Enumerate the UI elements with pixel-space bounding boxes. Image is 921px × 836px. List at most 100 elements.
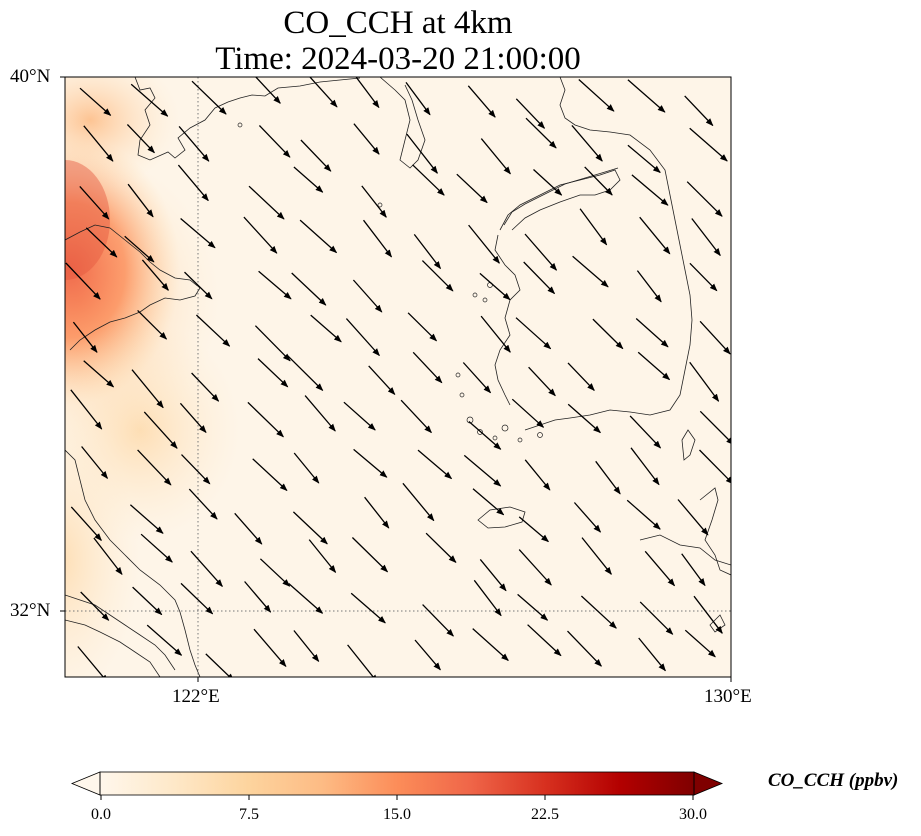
wind-arrow (595, 460, 621, 495)
wind-arrow (299, 219, 338, 254)
wind-arrow (684, 95, 714, 127)
wind-arrow (293, 452, 320, 484)
wind-arrow (515, 98, 546, 129)
wind-arrow (292, 511, 328, 545)
wind-arrow (184, 271, 213, 300)
wind-vectors (65, 77, 731, 677)
wind-arrow (644, 550, 676, 587)
wind-arrow (141, 259, 169, 291)
wind-arrow (65, 262, 101, 300)
concentration-field (65, 77, 731, 677)
wind-arrow (580, 595, 617, 629)
wind-arrow (472, 488, 505, 516)
wind-arrow (143, 411, 178, 449)
wind-arrow (480, 138, 511, 175)
map-title-line2: Time: 2024-03-20 21:00:00 (215, 41, 581, 77)
wind-arrow (126, 124, 155, 154)
wind-arrow (518, 549, 552, 586)
wind-arrow (85, 227, 118, 258)
wind-arrow (631, 174, 669, 206)
wind-arrow (80, 591, 110, 621)
wind-arrow (592, 318, 624, 350)
wind-arrow (407, 312, 438, 342)
wind-arrow (527, 624, 562, 657)
wind-arrow (146, 624, 183, 656)
wind-arrow (468, 224, 500, 264)
wind-arrow (180, 218, 216, 249)
wind-arrow (130, 83, 169, 117)
wind-arrow (188, 488, 218, 520)
colorbar-tick-0: 0.0 (91, 806, 111, 823)
wind-arrow (584, 166, 613, 196)
colorbar-title: CO_CCH (ppbv) (768, 770, 899, 791)
wind-arrow (689, 262, 718, 292)
wind-arrow (352, 279, 383, 313)
wind-arrow (691, 218, 721, 257)
wind-arrow (350, 592, 386, 624)
wind-arrow (689, 361, 720, 402)
colorbar (70, 771, 724, 800)
wind-arrow (567, 630, 602, 667)
wind-arrow (578, 79, 615, 112)
wind-arrow (191, 372, 220, 402)
wind-arrow (288, 583, 324, 614)
wind-arrow (127, 183, 154, 218)
wind-arrow (425, 532, 457, 563)
map-title-line1: CO_CCH at 4km (283, 5, 513, 41)
wind-arrow (257, 358, 289, 388)
wind-arrow (421, 260, 454, 292)
wind-arrow (309, 77, 338, 108)
wind-arrow (129, 504, 164, 534)
wind-arrow (132, 586, 163, 616)
wind-arrow (422, 604, 454, 637)
wind-arrow (291, 272, 327, 306)
wind-arrow (180, 582, 214, 615)
wind-arrow (195, 314, 231, 347)
wind-arrow (140, 533, 173, 563)
wind-arrow (467, 85, 496, 118)
colorbar-extend-min (70, 771, 101, 796)
wind-arrow (93, 537, 123, 576)
islands (237, 122, 543, 443)
wind-arrow (689, 127, 728, 162)
wind-arrow (638, 637, 666, 672)
wind-arrow (79, 185, 110, 220)
wind-arrow (479, 558, 507, 592)
wind-arrow (462, 362, 492, 394)
wind-arrow (456, 173, 488, 204)
colorbar-tick-3: 22.5 (531, 806, 559, 823)
wind-arrow (630, 447, 660, 486)
wind-arrow (81, 446, 109, 480)
wind-arrow (528, 366, 556, 397)
wind-arrow (637, 351, 671, 381)
wind-arrow (343, 401, 376, 431)
wind-arrow (304, 395, 336, 432)
lat-label-40: 40°N (10, 66, 51, 87)
wind-arrow (300, 139, 332, 172)
wind-arrow (293, 630, 320, 663)
wind-arrow (639, 216, 671, 255)
wind-arrow (362, 219, 393, 258)
wind-arrow (518, 516, 549, 543)
wind-arrow (681, 553, 706, 587)
wind-arrow (402, 482, 435, 522)
wind-arrow (191, 80, 227, 115)
map-frame (64, 76, 732, 678)
wind-arrow (252, 458, 288, 492)
wind-arrow (515, 317, 552, 350)
wind-arrow (124, 235, 155, 263)
wind-arrow (254, 77, 281, 104)
wind-arrow (286, 354, 324, 391)
wind-arrow (677, 499, 709, 536)
wind-arrow (137, 309, 168, 340)
wind-arrow (368, 365, 396, 395)
wind-arrow (79, 87, 112, 116)
wind-arrow (353, 448, 388, 478)
wind-arrow (699, 410, 731, 446)
wind-arrow (190, 550, 223, 587)
wind-arrow (524, 233, 558, 271)
wind-arrow (468, 421, 502, 450)
wind-arrow (83, 125, 114, 162)
wind-arrow (567, 403, 601, 434)
